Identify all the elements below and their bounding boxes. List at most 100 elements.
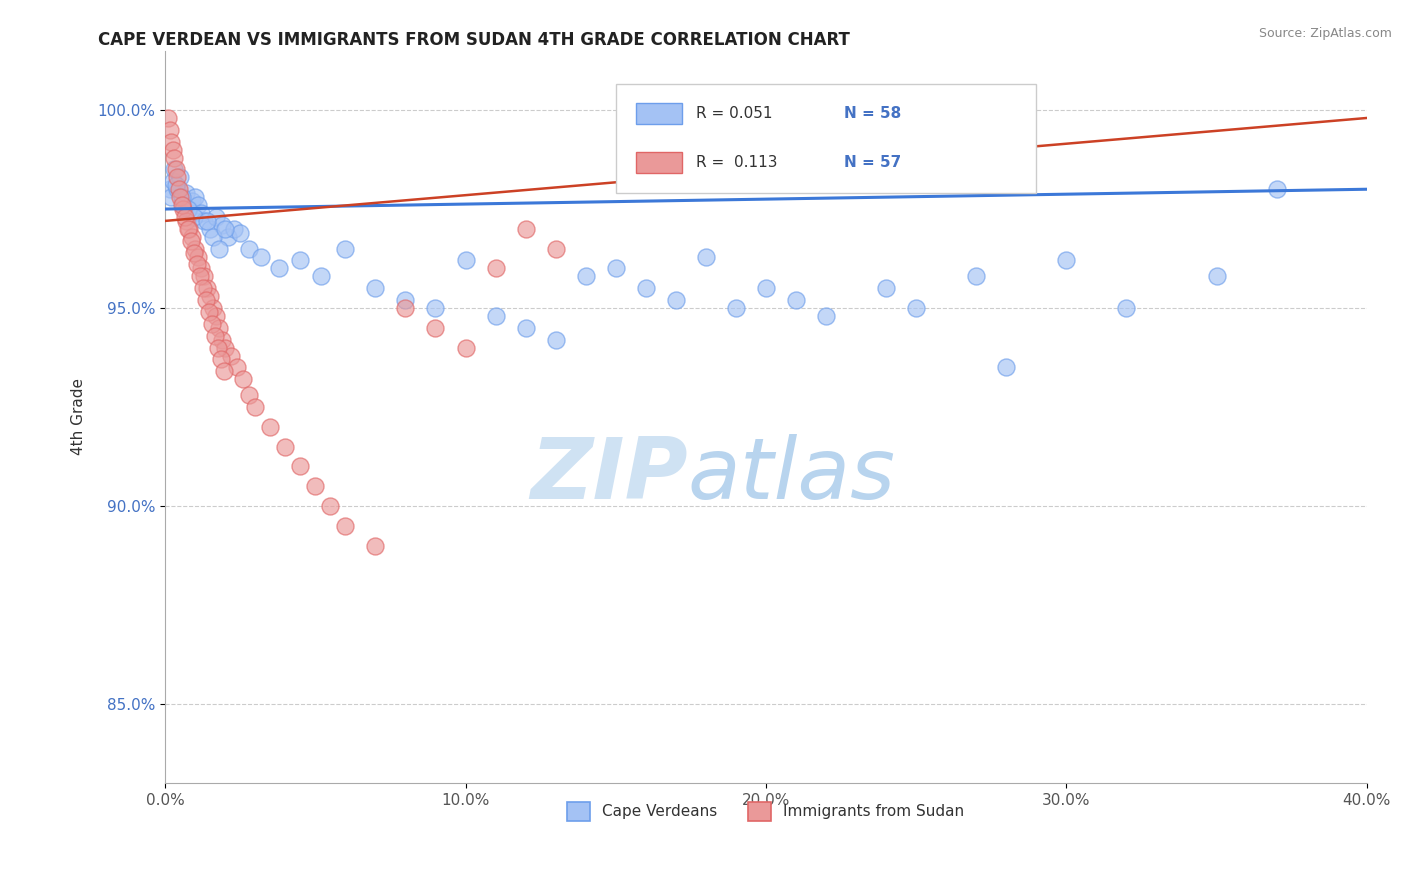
Point bbox=[207, 341, 229, 355]
Text: atlas: atlas bbox=[688, 434, 896, 517]
Point bbox=[755, 281, 778, 295]
Point bbox=[1265, 182, 1288, 196]
Point bbox=[188, 269, 211, 284]
Point bbox=[815, 309, 838, 323]
Point bbox=[425, 320, 447, 334]
Point bbox=[634, 281, 657, 295]
Point bbox=[160, 190, 183, 204]
Point bbox=[224, 222, 246, 236]
Point bbox=[575, 269, 598, 284]
Point bbox=[174, 186, 197, 201]
Point bbox=[191, 281, 214, 295]
Point bbox=[544, 333, 567, 347]
Point bbox=[162, 174, 184, 188]
Point bbox=[187, 250, 209, 264]
Point bbox=[1205, 269, 1227, 284]
Point bbox=[364, 539, 387, 553]
Point bbox=[179, 202, 201, 216]
Point bbox=[201, 317, 224, 331]
Point bbox=[193, 269, 215, 284]
Point bbox=[186, 257, 208, 271]
Point bbox=[198, 289, 221, 303]
Point bbox=[238, 388, 260, 402]
Point bbox=[180, 234, 202, 248]
Point bbox=[250, 250, 273, 264]
Point bbox=[245, 400, 267, 414]
Point bbox=[170, 198, 193, 212]
Point bbox=[394, 301, 416, 315]
Point bbox=[205, 309, 228, 323]
Point bbox=[159, 123, 181, 137]
Point bbox=[179, 222, 201, 236]
Text: ZIP: ZIP bbox=[530, 434, 688, 517]
Point bbox=[176, 222, 198, 236]
Point bbox=[159, 182, 181, 196]
Point bbox=[454, 253, 477, 268]
Point bbox=[163, 162, 186, 177]
Text: R = 0.051: R = 0.051 bbox=[696, 106, 773, 121]
Point bbox=[274, 440, 297, 454]
Point bbox=[515, 222, 537, 236]
Point bbox=[484, 309, 506, 323]
Point bbox=[181, 194, 204, 208]
Point bbox=[995, 360, 1018, 375]
Point bbox=[229, 226, 252, 240]
Point bbox=[183, 245, 205, 260]
Point bbox=[965, 269, 987, 284]
Bar bbox=[636, 153, 682, 173]
Text: Source: ZipAtlas.com: Source: ZipAtlas.com bbox=[1258, 27, 1392, 40]
Bar bbox=[636, 103, 682, 124]
Point bbox=[219, 349, 242, 363]
Point bbox=[194, 293, 217, 307]
Point bbox=[364, 281, 387, 295]
Point bbox=[211, 333, 233, 347]
Point bbox=[335, 242, 357, 256]
Point bbox=[515, 320, 537, 334]
Point bbox=[290, 459, 312, 474]
Y-axis label: 4th Grade: 4th Grade bbox=[72, 378, 86, 455]
Point bbox=[170, 190, 193, 204]
Point bbox=[484, 261, 506, 276]
Point bbox=[176, 202, 198, 216]
Point bbox=[165, 178, 187, 193]
Text: N = 57: N = 57 bbox=[844, 155, 901, 170]
Point bbox=[875, 281, 897, 295]
Point bbox=[181, 229, 204, 244]
Point bbox=[193, 214, 215, 228]
Point bbox=[202, 229, 225, 244]
Point bbox=[205, 210, 228, 224]
Point bbox=[172, 198, 194, 212]
FancyBboxPatch shape bbox=[616, 84, 1036, 194]
Point bbox=[165, 162, 187, 177]
Point bbox=[605, 261, 627, 276]
Point bbox=[394, 293, 416, 307]
Point bbox=[905, 301, 928, 315]
Point bbox=[163, 151, 186, 165]
Legend: Cape Verdeans, Immigrants from Sudan: Cape Verdeans, Immigrants from Sudan bbox=[561, 796, 970, 827]
Point bbox=[198, 222, 221, 236]
Point bbox=[695, 250, 717, 264]
Point bbox=[190, 206, 212, 220]
Point bbox=[166, 182, 188, 196]
Point bbox=[217, 229, 239, 244]
Point bbox=[226, 360, 249, 375]
Point bbox=[311, 269, 333, 284]
Point bbox=[544, 242, 567, 256]
Point bbox=[785, 293, 807, 307]
Point bbox=[454, 341, 477, 355]
Point bbox=[195, 281, 218, 295]
Point bbox=[184, 242, 207, 256]
Point bbox=[195, 214, 218, 228]
Point bbox=[174, 214, 197, 228]
Point bbox=[335, 518, 357, 533]
Point bbox=[169, 170, 191, 185]
Point bbox=[238, 242, 260, 256]
Point bbox=[208, 242, 231, 256]
Point bbox=[724, 301, 747, 315]
Point bbox=[184, 190, 207, 204]
Point bbox=[211, 218, 233, 232]
Point bbox=[214, 222, 236, 236]
Point bbox=[259, 419, 281, 434]
Point bbox=[304, 479, 326, 493]
Point bbox=[162, 143, 184, 157]
